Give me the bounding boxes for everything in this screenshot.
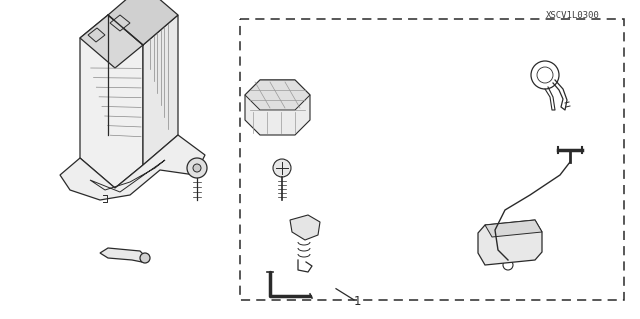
Polygon shape <box>485 220 542 237</box>
Polygon shape <box>108 15 178 165</box>
Polygon shape <box>478 220 542 265</box>
Polygon shape <box>80 15 143 68</box>
Polygon shape <box>108 0 178 45</box>
Polygon shape <box>88 28 105 42</box>
Polygon shape <box>60 135 205 200</box>
Bar <box>240 19 624 300</box>
Text: XSCV1L0300: XSCV1L0300 <box>546 11 600 20</box>
Polygon shape <box>290 215 320 240</box>
Polygon shape <box>80 15 143 188</box>
Circle shape <box>193 164 201 172</box>
Polygon shape <box>245 80 310 110</box>
Circle shape <box>187 158 207 178</box>
Circle shape <box>140 253 150 263</box>
Polygon shape <box>245 80 310 135</box>
Polygon shape <box>110 15 130 31</box>
Text: 1: 1 <box>353 295 361 308</box>
Polygon shape <box>100 248 145 262</box>
Circle shape <box>273 159 291 177</box>
